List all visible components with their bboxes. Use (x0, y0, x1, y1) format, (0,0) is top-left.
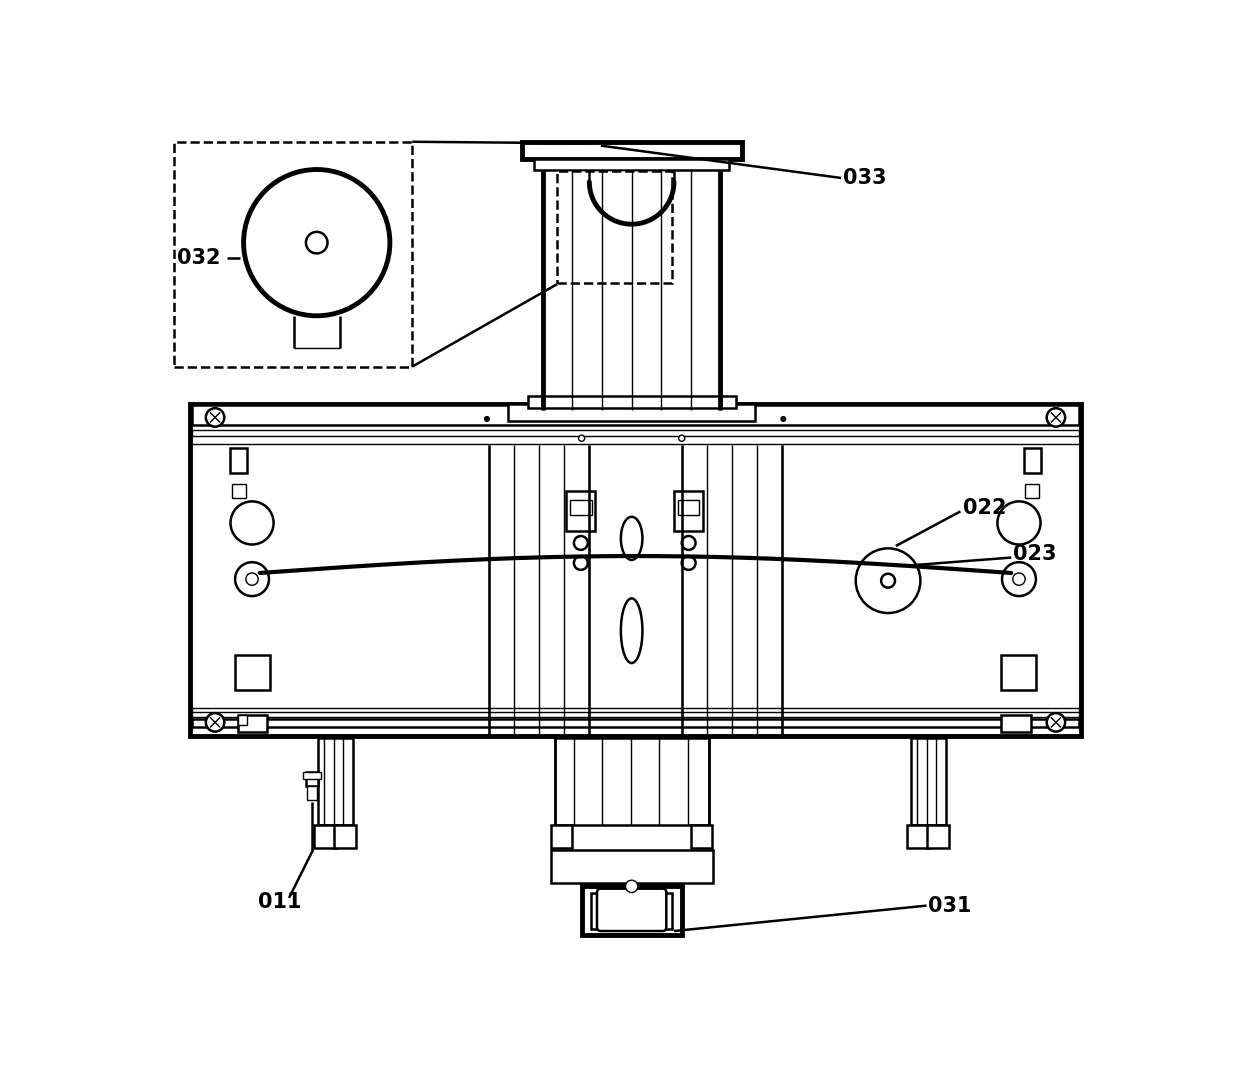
Bar (174, 142, 412, 367)
Bar (508, 404, 755, 420)
Bar (570, 500, 591, 515)
Circle shape (306, 232, 327, 254)
Bar (554, 738, 708, 825)
Circle shape (485, 417, 490, 421)
Bar (232, 484, 246, 498)
Circle shape (882, 574, 895, 587)
Circle shape (574, 556, 588, 570)
Text: 031: 031 (928, 895, 972, 916)
Circle shape (1047, 408, 1065, 426)
Text: 032: 032 (177, 248, 221, 268)
Bar (1001, 656, 1035, 690)
Bar (691, 825, 713, 847)
Bar (908, 825, 929, 847)
Bar (319, 738, 353, 825)
Circle shape (579, 435, 585, 441)
Circle shape (574, 536, 588, 550)
Ellipse shape (621, 598, 642, 663)
FancyBboxPatch shape (596, 889, 666, 931)
Text: 033: 033 (843, 168, 887, 188)
Circle shape (997, 501, 1040, 545)
Bar (192, 720, 1079, 727)
Bar (1023, 448, 1040, 473)
Bar (231, 448, 248, 473)
Circle shape (1047, 713, 1065, 731)
Bar (911, 738, 946, 825)
Bar (534, 159, 729, 169)
Bar (1001, 715, 1030, 732)
Bar (335, 825, 356, 847)
Bar (675, 490, 703, 531)
Text: 022: 022 (962, 498, 1006, 517)
Bar (191, 404, 1080, 737)
Bar (236, 656, 270, 690)
Bar (192, 405, 1079, 425)
Circle shape (236, 562, 269, 596)
Text: 011: 011 (258, 892, 301, 911)
Circle shape (678, 435, 684, 441)
Bar (238, 715, 268, 732)
Bar (928, 825, 949, 847)
Circle shape (1002, 562, 1035, 596)
Bar (582, 886, 682, 935)
Circle shape (856, 548, 920, 613)
Bar (528, 395, 735, 408)
Bar (238, 715, 248, 725)
Bar (678, 500, 699, 515)
Bar (551, 851, 713, 883)
Bar (557, 171, 672, 282)
Circle shape (206, 408, 224, 426)
Bar (308, 787, 316, 801)
Bar (522, 142, 742, 159)
Circle shape (231, 501, 274, 545)
Bar (1025, 484, 1039, 498)
Text: 023: 023 (1013, 544, 1056, 564)
Bar (303, 773, 321, 778)
Circle shape (246, 574, 258, 585)
Circle shape (682, 536, 696, 550)
Ellipse shape (621, 517, 642, 560)
Circle shape (781, 417, 786, 421)
Circle shape (682, 556, 696, 570)
Circle shape (243, 169, 389, 316)
Bar (590, 892, 672, 928)
Bar (192, 430, 1079, 436)
Circle shape (206, 713, 224, 731)
Circle shape (625, 881, 637, 892)
Bar (567, 490, 595, 531)
Bar (315, 825, 336, 847)
Bar (551, 825, 573, 847)
Circle shape (1013, 574, 1025, 585)
Bar (306, 773, 319, 787)
Bar (192, 708, 1079, 717)
